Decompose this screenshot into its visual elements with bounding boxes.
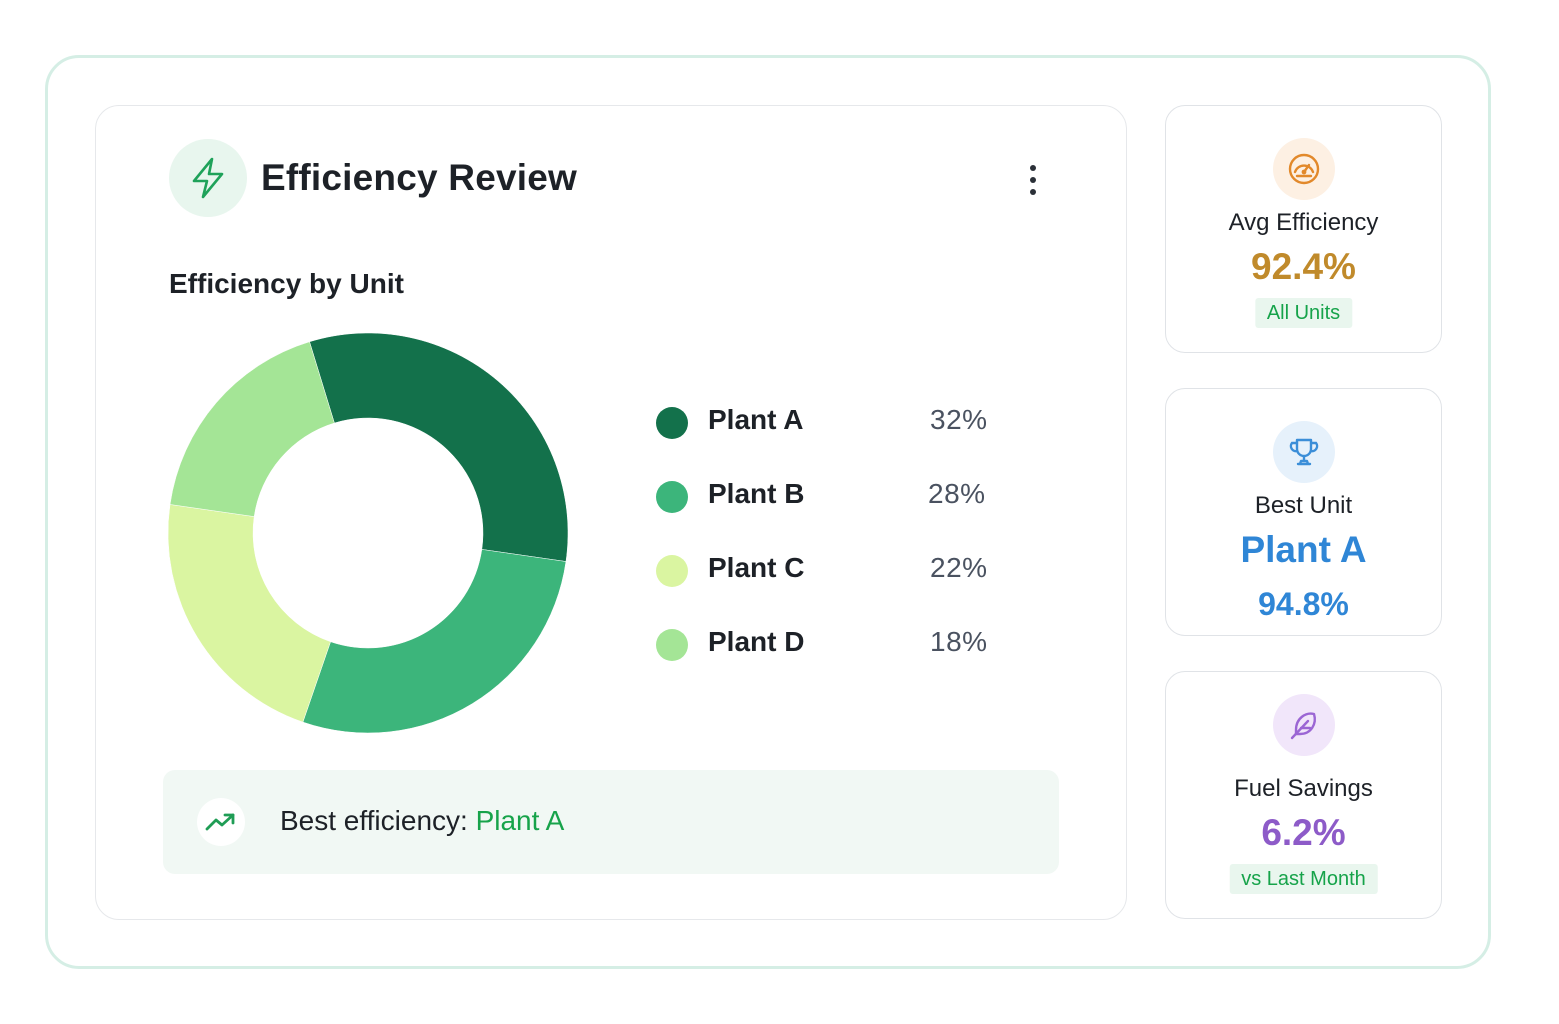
legend-swatch [656,481,688,513]
speedometer-icon [1273,138,1335,200]
all-units-badge: All Units [1254,298,1353,328]
best-efficiency-label: Best efficiency: [280,805,468,836]
legend-value: 18% [930,626,988,657]
donut-slice-plant-d[interactable] [169,341,335,517]
legend-item-plant-c[interactable]: Plant C 22% [656,548,1016,592]
feather-icon [1273,694,1335,756]
avg-efficiency-card: Avg Efficiency 92.4% All Units [1165,105,1442,353]
more-options-button[interactable] [1017,160,1049,200]
legend-label: Plant C [708,552,805,583]
best-unit-value: Plant A [1240,529,1367,570]
trophy-icon [1273,421,1335,483]
legend-value: 32% [930,404,988,435]
legend-label: Plant B [708,478,805,509]
legend-swatch [656,555,688,587]
best-unit-card: Best Unit Plant A 94.8% [1165,388,1442,636]
more-vertical-icon [1030,165,1036,171]
legend-item-plant-b[interactable]: Plant B 28% [656,474,1016,518]
fuel-savings-label: Fuel Savings [1234,775,1373,802]
legend-label: Plant A [708,404,804,435]
avg-efficiency-label: Avg Efficiency [1228,209,1379,236]
donut-slice-plant-a[interactable] [309,332,569,562]
donut-slice-plant-b[interactable] [302,549,567,734]
lightning-bolt-icon [169,139,247,217]
vs-last-month-badge: vs Last Month [1229,864,1378,894]
best-efficiency-value: Plant A [475,805,565,836]
legend-label: Plant D [708,626,805,657]
fuel-savings-card: Fuel Savings 6.2% vs Last Month [1165,671,1442,919]
best-efficiency-text: Best efficiency: Plant A [280,805,564,837]
legend-value: 28% [928,478,986,509]
best-unit-label: Best Unit [1254,492,1353,519]
trending-up-icon [197,798,245,846]
legend-swatch [656,407,688,439]
efficiency-donut-chart [167,332,569,734]
best-efficiency-banner [163,770,1059,874]
chart-title: Efficiency by Unit [169,268,404,299]
donut-slice-plant-c[interactable] [167,504,331,723]
legend-swatch [656,629,688,661]
legend-item-plant-d[interactable]: Plant D 18% [656,622,1016,666]
legend-value: 22% [930,552,988,583]
page-title: Efficiency Review [261,157,577,198]
fuel-savings-value: 6.2% [1261,812,1346,853]
legend-item-plant-a[interactable]: Plant A 32% [656,400,1016,444]
best-unit-percent: 94.8% [1258,586,1349,622]
avg-efficiency-value: 92.4% [1251,246,1356,287]
